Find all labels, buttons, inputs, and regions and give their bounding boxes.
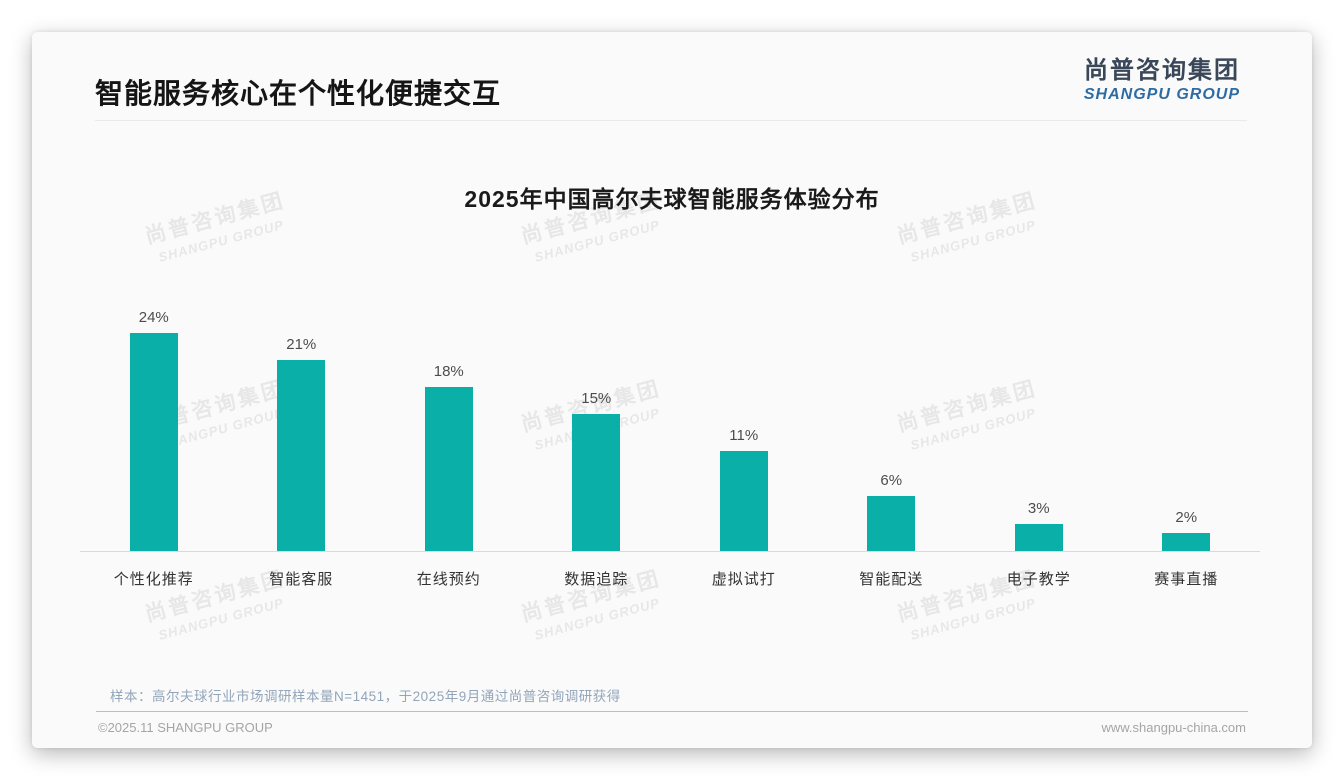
x-axis-line: [80, 551, 1260, 552]
footer-website: www.shangpu-china.com: [1101, 720, 1246, 735]
bar: [1162, 533, 1211, 551]
bar-value-label: 24%: [138, 309, 169, 326]
bar: [1014, 524, 1063, 551]
logo-english-name: SHANGPU GROUP: [1083, 86, 1240, 104]
bar-chart-plot: 24% 21% 18% 15% 11% 6% 3% 2%: [80, 201, 1260, 551]
category-label: 赛事直播: [1154, 571, 1219, 588]
bar-value-label: 3%: [1027, 500, 1050, 517]
category-label: 智能客服: [269, 571, 334, 588]
bar-slot: 2%: [1113, 201, 1261, 551]
bar-slot: 15%: [523, 201, 671, 551]
bar-slot: 24%: [80, 201, 228, 551]
sample-note: 样本：高尔夫球行业市场调研样本量N=1451，于2025年9月通过尚普咨询调研获…: [110, 689, 621, 704]
bar: [719, 451, 768, 551]
footer-copyright: ©2025.11 SHANGPU GROUP: [98, 720, 273, 735]
bar-value-label: 11%: [729, 427, 759, 444]
bar: [424, 387, 473, 551]
bar-value-label: 6%: [880, 472, 903, 489]
category-label: 数据追踪: [564, 571, 629, 588]
title-underline: [95, 120, 1247, 121]
bar: [129, 333, 178, 551]
chart-title: 2025年中国高尔夫球智能服务体验分布: [464, 186, 880, 212]
bar-slot: 3%: [965, 201, 1113, 551]
logo-chinese-name: 尚普咨询集团: [1084, 57, 1240, 84]
watermark-english-text: SHANGPU GROUP: [908, 594, 1038, 643]
bar-value-label: 21%: [286, 336, 317, 353]
slide-card: 智能服务核心在个性化便捷交互 尚普咨询集团 SHANGPU GROUP 尚普咨询…: [32, 32, 1312, 748]
bar-slot: 21%: [228, 201, 376, 551]
category-label: 在线预约: [416, 571, 481, 588]
watermark-english-text: SHANGPU GROUP: [532, 594, 662, 643]
bar-value-label: 15%: [581, 390, 612, 407]
bar-slot: 11%: [670, 201, 818, 551]
category-label: 个性化推荐: [113, 571, 194, 588]
x-axis-category-labels: 个性化推荐 智能客服 在线预约 数据追踪 虚拟试打 智能配送 电子教学 赛事直播: [80, 568, 1260, 589]
bar: [867, 496, 916, 551]
bar-slot: 6%: [818, 201, 966, 551]
company-logo: 尚普咨询集团 SHANGPU GROUP: [1083, 57, 1240, 104]
page-title: 智能服务核心在个性化便捷交互: [95, 78, 502, 109]
footer-divider: [96, 711, 1248, 712]
category-label: 智能配送: [859, 571, 924, 588]
bar-slot: 18%: [375, 201, 523, 551]
watermark-english-text: SHANGPU GROUP: [156, 594, 286, 643]
bar: [277, 360, 326, 551]
category-label: 电子教学: [1006, 571, 1071, 588]
bar-value-label: 2%: [1175, 509, 1198, 526]
bar: [572, 414, 621, 551]
bar-value-label: 18%: [433, 363, 464, 380]
category-label: 虚拟试打: [711, 571, 776, 588]
